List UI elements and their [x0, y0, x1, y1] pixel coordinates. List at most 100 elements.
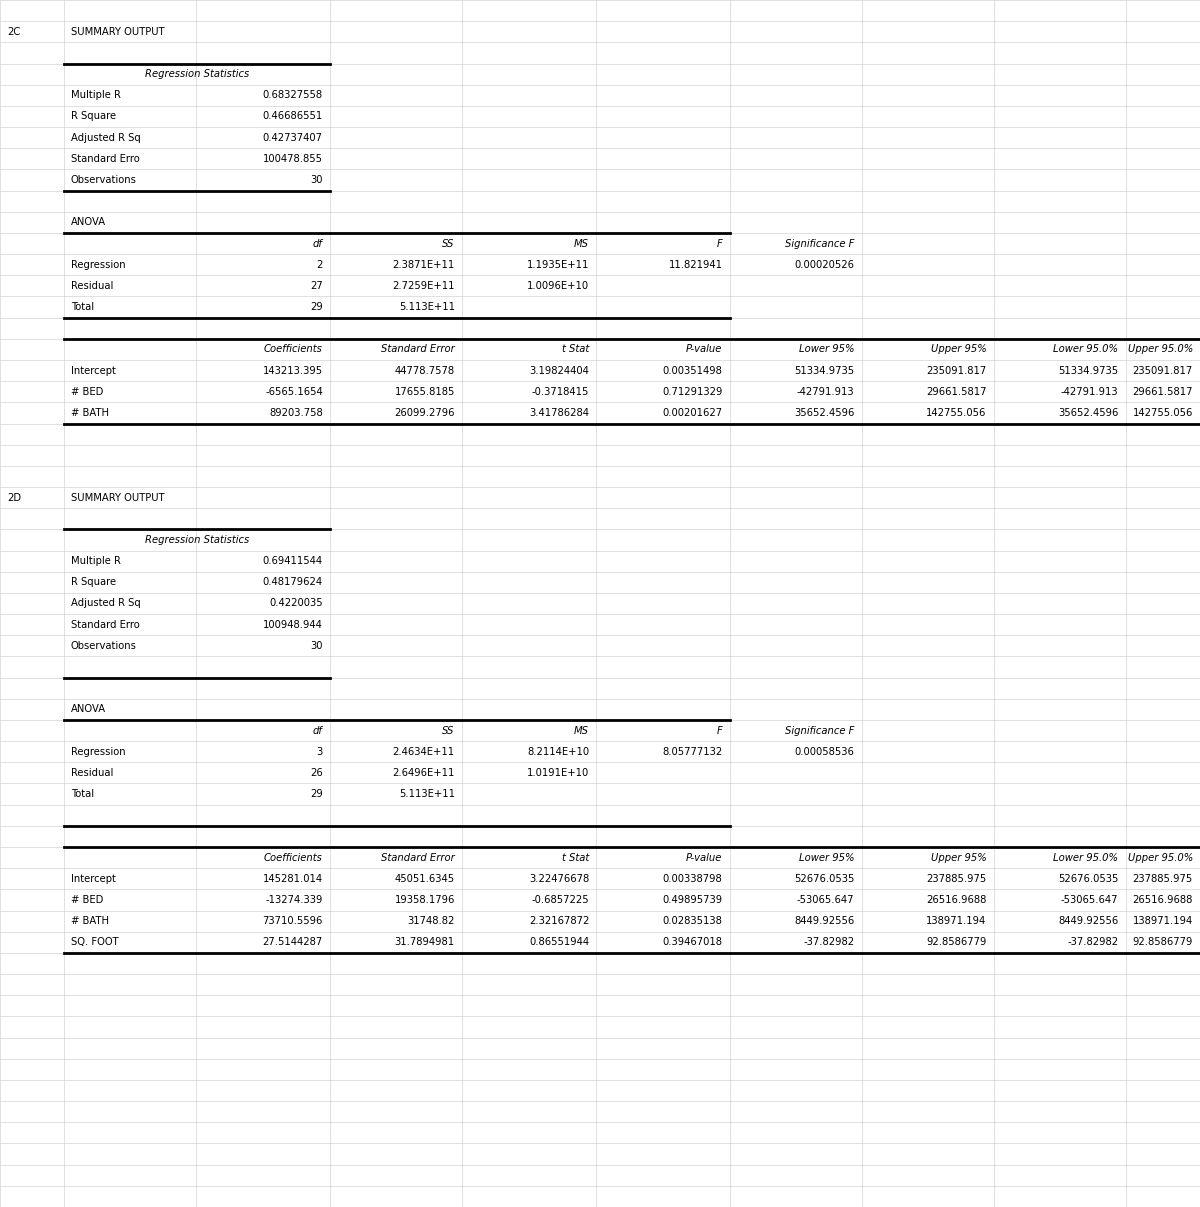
Text: 51334.9735: 51334.9735	[1058, 366, 1118, 375]
Text: P-value: P-value	[686, 852, 722, 863]
Text: -42791.913: -42791.913	[1061, 386, 1118, 397]
Text: 27.5144287: 27.5144287	[263, 938, 323, 947]
Text: Lower 95.0%: Lower 95.0%	[1054, 852, 1118, 863]
Text: Adjusted R Sq: Adjusted R Sq	[71, 599, 140, 608]
Text: 0.00058536: 0.00058536	[794, 747, 854, 757]
Text: 1.1935E+11: 1.1935E+11	[527, 260, 589, 269]
Text: -0.3718415: -0.3718415	[532, 386, 589, 397]
Text: 29: 29	[310, 789, 323, 799]
Text: Regression: Regression	[71, 747, 126, 757]
Text: 31.7894981: 31.7894981	[395, 938, 455, 947]
Text: 0.00338798: 0.00338798	[662, 874, 722, 884]
Text: 0.4220035: 0.4220035	[269, 599, 323, 608]
Text: F: F	[716, 725, 722, 735]
Text: 0.71291329: 0.71291329	[662, 386, 722, 397]
Text: 2.3871E+11: 2.3871E+11	[392, 260, 455, 269]
Text: 142755.056: 142755.056	[1133, 408, 1193, 418]
Text: Standard Error: Standard Error	[382, 852, 455, 863]
Text: # BATH: # BATH	[71, 408, 109, 418]
Text: 11.821941: 11.821941	[668, 260, 722, 269]
Text: df: df	[313, 725, 323, 735]
Text: Coefficients: Coefficients	[264, 852, 323, 863]
Text: 0.48179624: 0.48179624	[263, 577, 323, 588]
Text: 29: 29	[310, 302, 323, 313]
Text: 29661.5817: 29661.5817	[926, 386, 986, 397]
Text: 30: 30	[311, 641, 323, 651]
Text: 8.2114E+10: 8.2114E+10	[527, 747, 589, 757]
Text: Upper 95.0%: Upper 95.0%	[1128, 344, 1193, 355]
Text: 17655.8185: 17655.8185	[395, 386, 455, 397]
Text: 5.113E+11: 5.113E+11	[398, 302, 455, 313]
Text: Regression Statistics: Regression Statistics	[145, 535, 248, 546]
Text: 0.46686551: 0.46686551	[263, 111, 323, 122]
Text: Intercept: Intercept	[71, 874, 115, 884]
Text: 26516.9688: 26516.9688	[1133, 894, 1193, 905]
Text: 52676.0535: 52676.0535	[794, 874, 854, 884]
Text: Regression: Regression	[71, 260, 126, 269]
Text: SS: SS	[443, 239, 455, 249]
Text: 1.0191E+10: 1.0191E+10	[527, 768, 589, 777]
Text: P-value: P-value	[686, 344, 722, 355]
Text: 2D: 2D	[7, 492, 22, 502]
Text: 8449.92556: 8449.92556	[794, 916, 854, 926]
Text: 8.05777132: 8.05777132	[662, 747, 722, 757]
Text: Upper 95%: Upper 95%	[931, 852, 986, 863]
Text: F: F	[716, 239, 722, 249]
Text: 2.6496E+11: 2.6496E+11	[392, 768, 455, 777]
Text: 44778.7578: 44778.7578	[395, 366, 455, 375]
Text: Lower 95%: Lower 95%	[799, 344, 854, 355]
Text: 0.00020526: 0.00020526	[794, 260, 854, 269]
Text: Standard Error: Standard Error	[382, 344, 455, 355]
Text: -6565.1654: -6565.1654	[265, 386, 323, 397]
Text: R Square: R Square	[71, 577, 116, 588]
Text: Residual: Residual	[71, 768, 113, 777]
Text: ANOVA: ANOVA	[71, 217, 106, 227]
Text: SS: SS	[443, 725, 455, 735]
Text: 19358.1796: 19358.1796	[395, 894, 455, 905]
Text: SUMMARY OUTPUT: SUMMARY OUTPUT	[71, 27, 164, 36]
Text: 138971.194: 138971.194	[1133, 916, 1193, 926]
Text: t Stat: t Stat	[562, 344, 589, 355]
Text: 51334.9735: 51334.9735	[794, 366, 854, 375]
Text: MS: MS	[575, 239, 589, 249]
Text: Significance F: Significance F	[785, 725, 854, 735]
Text: 0.39467018: 0.39467018	[662, 938, 722, 947]
Text: 29661.5817: 29661.5817	[1133, 386, 1193, 397]
Text: 0.00351498: 0.00351498	[662, 366, 722, 375]
Text: 237885.975: 237885.975	[1133, 874, 1193, 884]
Text: 3.22476678: 3.22476678	[529, 874, 589, 884]
Text: 5.113E+11: 5.113E+11	[398, 789, 455, 799]
Text: MS: MS	[575, 725, 589, 735]
Text: 26099.2796: 26099.2796	[395, 408, 455, 418]
Text: 3.41786284: 3.41786284	[529, 408, 589, 418]
Text: Intercept: Intercept	[71, 366, 115, 375]
Text: 145281.014: 145281.014	[263, 874, 323, 884]
Text: 2.32167872: 2.32167872	[529, 916, 589, 926]
Text: 27: 27	[310, 281, 323, 291]
Text: Multiple R: Multiple R	[71, 91, 121, 100]
Text: 0.49895739: 0.49895739	[662, 894, 722, 905]
Text: Standard Erro: Standard Erro	[71, 619, 139, 630]
Text: df: df	[313, 239, 323, 249]
Text: -53065.647: -53065.647	[797, 894, 854, 905]
Text: 26: 26	[310, 768, 323, 777]
Text: Upper 95.0%: Upper 95.0%	[1128, 852, 1193, 863]
Text: 0.00201627: 0.00201627	[662, 408, 722, 418]
Text: # BATH: # BATH	[71, 916, 109, 926]
Text: 0.68327558: 0.68327558	[263, 91, 323, 100]
Text: 73710.5596: 73710.5596	[263, 916, 323, 926]
Text: ANOVA: ANOVA	[71, 705, 106, 715]
Text: Adjusted R Sq: Adjusted R Sq	[71, 133, 140, 142]
Text: 35652.4596: 35652.4596	[1058, 408, 1118, 418]
Text: Standard Erro: Standard Erro	[71, 153, 139, 164]
Text: Total: Total	[71, 789, 94, 799]
Text: # BED: # BED	[71, 894, 103, 905]
Text: 235091.817: 235091.817	[926, 366, 986, 375]
Text: SQ. FOOT: SQ. FOOT	[71, 938, 119, 947]
Text: Multiple R: Multiple R	[71, 556, 121, 566]
Text: R Square: R Square	[71, 111, 116, 122]
Text: Upper 95%: Upper 95%	[931, 344, 986, 355]
Text: 138971.194: 138971.194	[926, 916, 986, 926]
Text: 143213.395: 143213.395	[263, 366, 323, 375]
Text: 31748.82: 31748.82	[408, 916, 455, 926]
